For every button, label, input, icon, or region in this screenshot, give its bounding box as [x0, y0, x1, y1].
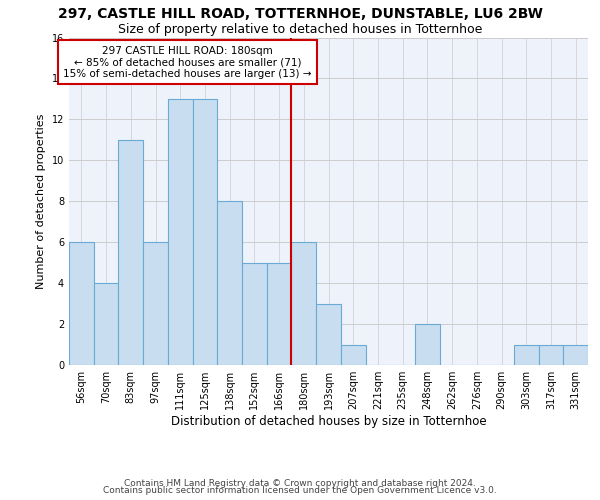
Bar — [193, 99, 217, 365]
Text: 297 CASTLE HILL ROAD: 180sqm
← 85% of detached houses are smaller (71)
15% of se: 297 CASTLE HILL ROAD: 180sqm ← 85% of de… — [64, 46, 312, 79]
Text: Contains HM Land Registry data © Crown copyright and database right 2024.: Contains HM Land Registry data © Crown c… — [124, 478, 476, 488]
Bar — [415, 324, 440, 365]
Bar — [143, 242, 168, 365]
Bar — [69, 242, 94, 365]
Text: Size of property relative to detached houses in Totternhoe: Size of property relative to detached ho… — [118, 22, 482, 36]
Bar — [242, 262, 267, 365]
Bar — [539, 344, 563, 365]
Bar — [563, 344, 588, 365]
Y-axis label: Number of detached properties: Number of detached properties — [36, 114, 46, 289]
X-axis label: Distribution of detached houses by size in Totternhoe: Distribution of detached houses by size … — [170, 415, 487, 428]
Bar — [168, 99, 193, 365]
Text: Contains public sector information licensed under the Open Government Licence v3: Contains public sector information licen… — [103, 486, 497, 495]
Bar — [514, 344, 539, 365]
Bar — [316, 304, 341, 365]
Bar — [94, 283, 118, 365]
Bar — [217, 201, 242, 365]
Text: 297, CASTLE HILL ROAD, TOTTERNHOE, DUNSTABLE, LU6 2BW: 297, CASTLE HILL ROAD, TOTTERNHOE, DUNST… — [58, 8, 542, 22]
Bar — [267, 262, 292, 365]
Bar — [292, 242, 316, 365]
Bar — [118, 140, 143, 365]
Bar — [341, 344, 365, 365]
